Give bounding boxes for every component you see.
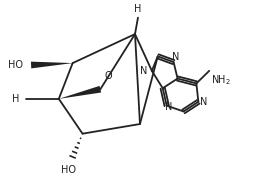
- Text: HO: HO: [8, 60, 23, 70]
- Text: H: H: [134, 4, 142, 14]
- Polygon shape: [59, 86, 101, 99]
- Text: N: N: [200, 97, 207, 107]
- Text: HO: HO: [61, 165, 76, 175]
- Text: NH$_2$: NH$_2$: [211, 73, 231, 87]
- Text: N: N: [140, 66, 148, 76]
- Polygon shape: [31, 62, 73, 68]
- Text: N: N: [172, 52, 179, 62]
- Text: O: O: [104, 71, 112, 82]
- Text: N: N: [165, 102, 172, 112]
- Text: H: H: [12, 94, 19, 104]
